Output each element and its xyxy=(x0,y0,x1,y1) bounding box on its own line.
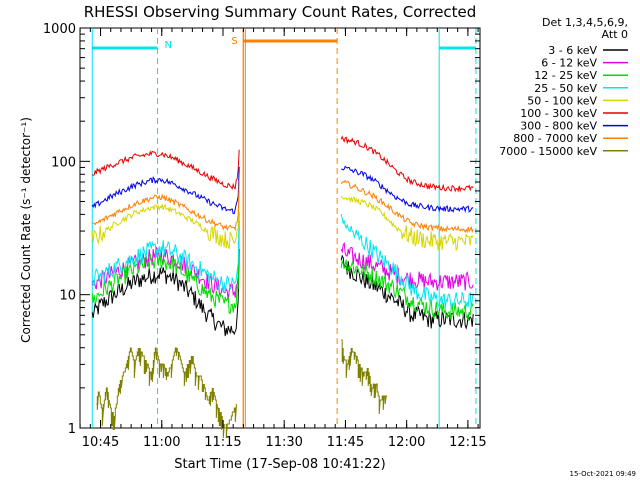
legend-label-1: 6 - 12 keV xyxy=(541,57,597,70)
series-5-segment-1 xyxy=(340,135,474,193)
series-3-segment-0 xyxy=(91,212,240,294)
x-tick-label-3: 11:30 xyxy=(265,435,302,450)
x-tick-label-5: 12:00 xyxy=(388,435,425,450)
y-tick-label-0: 1 xyxy=(68,422,76,437)
legend-label-4: 50 - 100 keV xyxy=(527,94,597,107)
legend-label-7: 800 - 7000 keV xyxy=(513,132,597,145)
series-6-segment-0 xyxy=(91,166,240,215)
legend-header-line2: Att 0 xyxy=(602,28,628,41)
y-axis-label: Corrected Count Rate (s⁻¹ detector⁻¹) xyxy=(19,117,33,343)
legend-label-0: 3 - 6 keV xyxy=(548,44,597,57)
saa-label: S xyxy=(231,36,237,47)
x-tick-label-1: 11:00 xyxy=(143,435,180,450)
series-8-segment-0 xyxy=(96,347,237,439)
y-axis: 1 10 100 1000 xyxy=(43,22,480,437)
legend-label-5: 100 - 300 keV xyxy=(520,107,597,120)
legend-label-6: 300 - 800 keV xyxy=(520,120,597,133)
markers xyxy=(242,28,246,428)
series-7-segment-1 xyxy=(340,179,474,234)
x-tick-label-2: 11:15 xyxy=(204,435,241,450)
series-5-segment-0 xyxy=(91,149,240,191)
series-6 xyxy=(91,165,474,215)
series-4 xyxy=(91,190,474,251)
series-1 xyxy=(91,220,474,301)
series-1-segment-0 xyxy=(91,220,240,301)
series-3-segment-1 xyxy=(340,213,474,310)
series-7-segment-0 xyxy=(91,180,240,232)
x-axis-label: Start Time (17-Sep-08 10:41:22) xyxy=(174,457,385,472)
series-layer xyxy=(91,135,474,439)
chart-title: RHESSI Observing Summary Count Rates, Co… xyxy=(84,3,477,21)
x-tick-label-0: 10:45 xyxy=(82,435,119,450)
series-2-segment-0 xyxy=(91,227,240,314)
night-label: N xyxy=(165,40,172,51)
legend-label-8: 7000 - 15000 keV xyxy=(499,145,597,158)
y-tick-label-1: 10 xyxy=(59,289,76,304)
series-4-segment-1 xyxy=(340,195,474,251)
series-5 xyxy=(91,135,474,193)
legend-header-line1: Det 1,3,4,5,6,9, xyxy=(542,16,628,29)
series-7 xyxy=(91,179,474,234)
legend-label-2: 12 - 25 keV xyxy=(534,69,597,82)
x-tick-label-6: 12:15 xyxy=(449,435,486,450)
legend-label-3: 25 - 50 keV xyxy=(534,82,597,95)
series-0-segment-0 xyxy=(91,248,240,337)
footer-timestamp: 15-Oct-2021 09:49 xyxy=(570,470,636,478)
y-tick-label-3: 1000 xyxy=(43,22,76,37)
series-3 xyxy=(91,212,474,310)
series-1-segment-1 xyxy=(340,241,474,291)
series-8-segment-1 xyxy=(341,339,388,415)
x-tick-label-4: 11:45 xyxy=(327,435,364,450)
series-8 xyxy=(96,339,388,439)
series-6-segment-1 xyxy=(341,165,474,213)
x-axis: 10:45 11:00 11:15 11:30 11:45 12:00 12:15 xyxy=(79,28,487,450)
plot-frame xyxy=(79,27,481,429)
series-4-segment-0 xyxy=(91,190,240,250)
y-tick-label-2: 100 xyxy=(51,155,76,170)
